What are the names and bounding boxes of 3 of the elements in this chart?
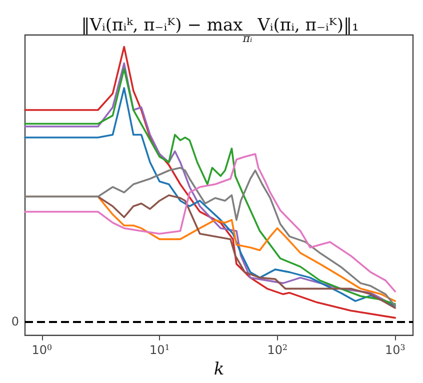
chart-title: ‖Vᵢ(πᵢᵏ, π₋ᵢᴷ) − maxπᵢ Vᵢ(πᵢ, π₋ᵢᴷ)‖₁: [81, 16, 359, 45]
x-axis-title: k: [214, 360, 224, 380]
ref-line-label: 0: [11, 314, 19, 329]
